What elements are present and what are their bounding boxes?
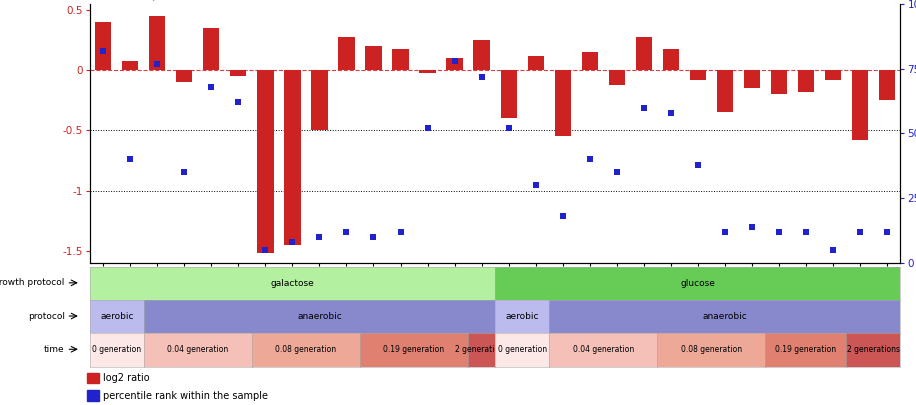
Point: [339, 228, 354, 235]
Bar: [554, 70, 571, 136]
Bar: [878, 70, 895, 100]
Bar: [500, 70, 517, 118]
Point: [637, 104, 651, 111]
Point: [285, 239, 300, 245]
Point: [501, 125, 516, 132]
Text: log2 ratio: log2 ratio: [103, 373, 149, 383]
Point: [231, 99, 245, 106]
Point: [204, 83, 219, 90]
Bar: [311, 70, 328, 130]
Point: [745, 224, 759, 230]
Bar: [852, 70, 868, 140]
Point: [366, 234, 381, 240]
Text: galactose: galactose: [270, 279, 314, 288]
Point: [312, 234, 327, 240]
Text: anaerobic: anaerobic: [703, 312, 747, 321]
Bar: [662, 49, 679, 70]
Bar: [528, 56, 544, 70]
Bar: [446, 58, 463, 70]
Bar: [284, 70, 300, 245]
Text: 0.08 generation: 0.08 generation: [276, 345, 336, 354]
Bar: [690, 70, 706, 80]
Text: 2 generations: 2 generations: [455, 345, 508, 354]
Point: [771, 228, 786, 235]
Point: [96, 47, 111, 54]
Bar: [608, 70, 625, 85]
Bar: [636, 36, 652, 70]
Point: [420, 125, 435, 132]
Point: [799, 228, 813, 235]
Bar: [149, 16, 166, 70]
Bar: [257, 70, 274, 253]
Bar: [770, 70, 787, 94]
Text: GDS2002 / YNL207W: GDS2002 / YNL207W: [90, 0, 222, 2]
Text: 0.19 generation: 0.19 generation: [384, 345, 444, 354]
Point: [529, 182, 543, 188]
Text: protocol: protocol: [27, 311, 65, 320]
Bar: [392, 49, 409, 70]
Text: time: time: [44, 345, 65, 354]
Bar: [365, 46, 382, 70]
Text: 0 generation: 0 generation: [497, 345, 547, 354]
Point: [474, 73, 489, 80]
Point: [583, 156, 597, 162]
Bar: [798, 70, 814, 92]
Text: 0.04 generation: 0.04 generation: [168, 345, 228, 354]
Text: glucose: glucose: [681, 279, 715, 288]
Point: [177, 169, 191, 175]
Text: percentile rank within the sample: percentile rank within the sample: [103, 391, 267, 401]
Bar: [230, 70, 246, 76]
Point: [555, 213, 570, 220]
Text: aerobic: aerobic: [100, 312, 134, 321]
Bar: [338, 36, 354, 70]
Bar: [95, 22, 112, 70]
Bar: [203, 28, 220, 70]
Point: [853, 228, 867, 235]
Text: growth protocol: growth protocol: [0, 278, 65, 287]
Text: 0.04 generation: 0.04 generation: [572, 345, 634, 354]
Point: [609, 169, 624, 175]
Bar: [744, 70, 760, 88]
Text: 2 generations: 2 generations: [847, 345, 900, 354]
Bar: [582, 52, 598, 70]
Point: [150, 60, 165, 67]
Point: [691, 161, 705, 168]
Bar: [716, 70, 733, 112]
Bar: [474, 40, 490, 70]
Point: [123, 156, 137, 162]
Bar: [824, 70, 841, 80]
Point: [717, 228, 732, 235]
Bar: [87, 373, 99, 384]
Point: [258, 247, 273, 253]
Point: [663, 109, 678, 116]
Point: [393, 228, 408, 235]
Bar: [176, 70, 192, 82]
Bar: [122, 61, 138, 70]
Bar: [87, 390, 99, 401]
Point: [825, 247, 840, 253]
Text: 0 generation: 0 generation: [93, 345, 141, 354]
Text: 0.08 generation: 0.08 generation: [681, 345, 742, 354]
Point: [447, 58, 462, 64]
Point: [879, 228, 894, 235]
Text: aerobic: aerobic: [506, 312, 539, 321]
Text: 0.19 generation: 0.19 generation: [775, 345, 836, 354]
Text: anaerobic: anaerobic: [297, 312, 342, 321]
Bar: [420, 70, 436, 72]
